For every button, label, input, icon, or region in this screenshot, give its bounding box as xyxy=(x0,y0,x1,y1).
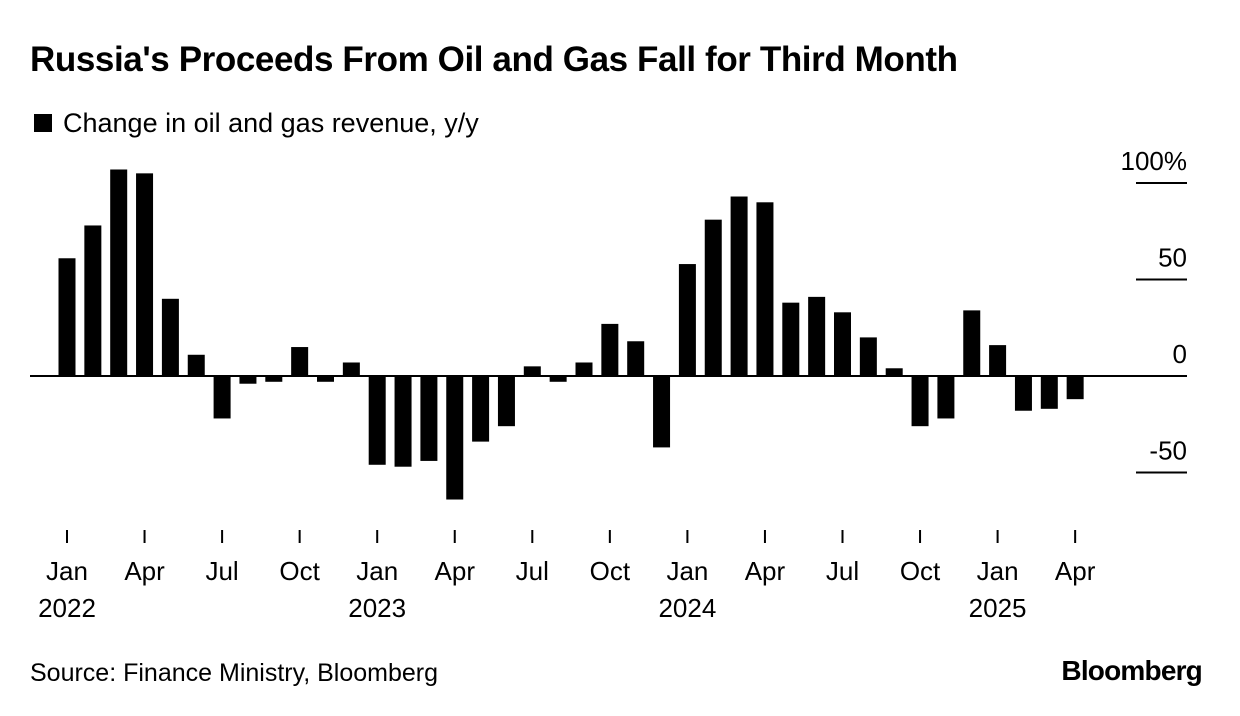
bar xyxy=(497,376,515,427)
x-tick-label: Jan xyxy=(46,556,88,586)
bar xyxy=(704,219,722,376)
legend-swatch xyxy=(34,114,52,132)
bar xyxy=(575,362,593,376)
bar xyxy=(265,376,283,382)
bar xyxy=(834,312,851,376)
bar xyxy=(911,376,929,427)
x-tick-label: Jan xyxy=(666,556,708,586)
legend-label: Change in oil and gas revenue, y/y xyxy=(63,107,479,138)
bloomberg-logo: Bloomberg xyxy=(1061,655,1202,686)
bar xyxy=(291,347,309,376)
x-year-label: 2022 xyxy=(38,593,96,623)
bar xyxy=(394,376,412,467)
bars xyxy=(58,169,1084,500)
bar xyxy=(1040,376,1058,409)
x-tick-label: Apr xyxy=(745,556,786,586)
bar xyxy=(756,202,774,376)
x-tick-label: Jan xyxy=(977,556,1019,586)
bar xyxy=(627,341,645,376)
bar xyxy=(523,366,541,376)
bar xyxy=(782,302,800,376)
bar xyxy=(653,376,671,448)
x-tick-label: Oct xyxy=(900,556,941,586)
x-tick-label: Jul xyxy=(516,556,549,586)
bar xyxy=(1014,376,1032,411)
bar xyxy=(601,323,619,376)
y-tick-label: 50 xyxy=(1158,243,1187,273)
source-note: Source: Finance Ministry, Bloomberg xyxy=(30,659,439,687)
bar xyxy=(937,376,955,419)
bar xyxy=(342,362,360,376)
bar xyxy=(110,169,128,376)
chart-title: Russia's Proceeds From Oil and Gas Fall … xyxy=(30,40,958,79)
bar xyxy=(1066,376,1084,400)
bar xyxy=(730,196,748,376)
bar xyxy=(808,296,826,376)
bar xyxy=(187,354,205,376)
y-tick-label: 0 xyxy=(1173,339,1187,369)
bar xyxy=(213,376,231,419)
y-tick-label: 100% xyxy=(1121,146,1188,176)
x-tick-label: Oct xyxy=(279,556,320,586)
legend: Change in oil and gas revenue, y/y xyxy=(34,108,479,138)
x-year-label: 2023 xyxy=(348,593,406,623)
bar xyxy=(963,310,981,376)
bar-chart: 100% 50 0 -50 Jan 2022 Apr Jul Oct Jan 2023 Apr Jul… xyxy=(30,146,1188,623)
bar xyxy=(239,376,257,384)
x-year-label: 2025 xyxy=(969,593,1027,623)
x-tick-label: Apr xyxy=(435,556,476,586)
bar xyxy=(678,264,696,376)
bar xyxy=(885,368,903,376)
x-tick-label: Jul xyxy=(205,556,238,586)
bar xyxy=(58,258,76,376)
bar xyxy=(446,376,464,500)
bar xyxy=(989,345,1007,376)
y-tick-label: -50 xyxy=(1149,436,1187,466)
gridlines xyxy=(1136,182,1187,474)
bar xyxy=(549,376,567,382)
bar xyxy=(472,376,490,442)
bar xyxy=(84,225,102,376)
bar xyxy=(368,376,386,465)
x-tick-label: Jul xyxy=(826,556,859,586)
bar xyxy=(136,173,154,376)
bar xyxy=(420,376,438,461)
x-tick-label: Apr xyxy=(1055,556,1096,586)
x-year-label: 2024 xyxy=(658,593,716,623)
y-axis-labels: 100% 50 0 -50 xyxy=(1121,146,1188,466)
x-tick-label: Jan xyxy=(356,556,398,586)
bar xyxy=(859,337,877,376)
x-axis: Jan 2022 Apr Jul Oct Jan 2023 Apr Jul Oct Jan 2024 A… xyxy=(38,530,1096,623)
x-tick-label: Apr xyxy=(124,556,165,586)
x-tick-label: Oct xyxy=(590,556,631,586)
bar xyxy=(317,376,334,382)
bar xyxy=(161,298,179,376)
